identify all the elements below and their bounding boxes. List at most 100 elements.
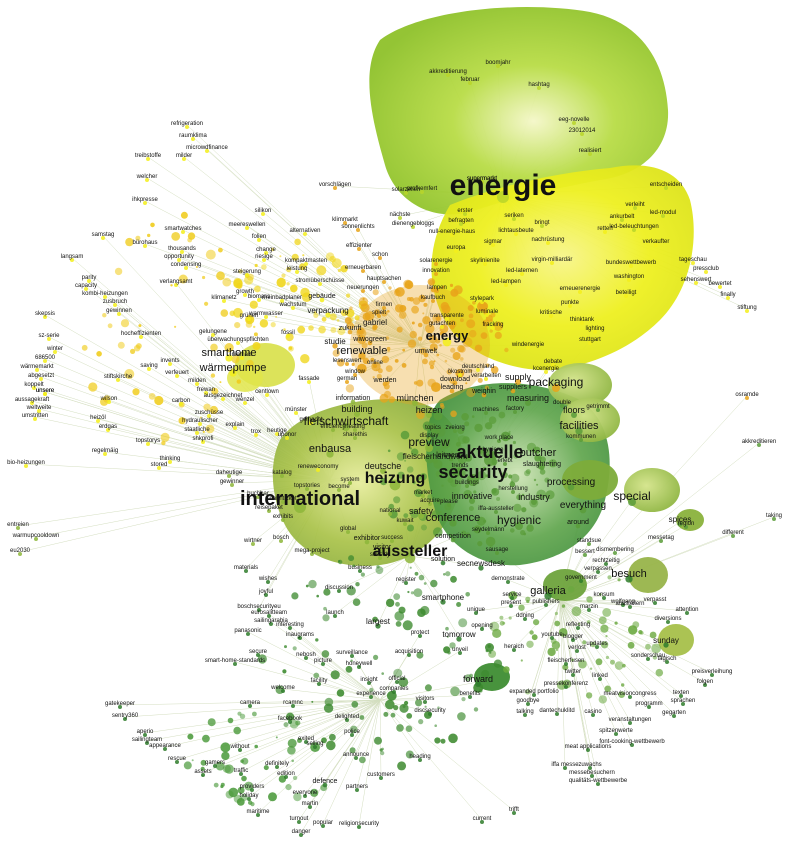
node-dot xyxy=(245,226,249,230)
node-dot xyxy=(382,381,388,387)
background-node-dot xyxy=(466,387,476,398)
edge xyxy=(559,599,684,703)
background-node-dot xyxy=(477,447,485,454)
background-node-dot xyxy=(450,575,457,583)
background-node-dot xyxy=(373,654,379,661)
node-dot xyxy=(458,467,462,471)
background-node-dot xyxy=(399,703,409,713)
background-node-dot xyxy=(598,616,607,625)
background-node-dot xyxy=(210,343,218,352)
background-node-dot xyxy=(340,309,348,317)
background-node-dot xyxy=(352,598,361,606)
background-node-dot xyxy=(536,489,547,500)
node-dot xyxy=(526,702,530,706)
node-dot xyxy=(123,717,127,721)
node-dot xyxy=(515,379,521,385)
node-label: innovative xyxy=(452,491,493,501)
background-node-dot xyxy=(244,275,254,285)
edge xyxy=(559,599,590,609)
node-dot xyxy=(84,287,88,291)
node-label: solarzellen xyxy=(392,187,421,193)
background-node-dot xyxy=(337,268,341,273)
node-label: facilities xyxy=(559,420,599,432)
node-dot xyxy=(512,648,516,652)
background-node-dot xyxy=(313,672,320,679)
edge xyxy=(282,688,381,701)
node-dot xyxy=(291,306,295,310)
background-node-dot xyxy=(561,604,566,608)
background-node-dot xyxy=(476,516,486,526)
node-label: fracking xyxy=(482,322,503,328)
node-label: sailingarabia xyxy=(254,618,288,624)
background-node-dot xyxy=(512,440,517,445)
node-label: sprachen xyxy=(671,698,696,704)
node-label: maritime xyxy=(246,809,270,815)
background-node-dot xyxy=(571,606,582,617)
node-label: success xyxy=(381,535,403,541)
background-node-dot xyxy=(385,365,393,372)
node-dot xyxy=(494,510,498,514)
node-dot xyxy=(544,603,548,607)
node-label: messebesuchern xyxy=(569,770,615,776)
node-label: joyful xyxy=(258,589,273,595)
node-label: getrimmt xyxy=(586,404,610,410)
node-label: aussteller xyxy=(373,543,448,560)
background-node-dot xyxy=(539,469,546,475)
background-node-dot xyxy=(450,347,456,353)
background-node-dot xyxy=(170,284,173,287)
node-label: verpassen xyxy=(584,566,612,572)
node-label: supermarkt xyxy=(467,176,497,182)
edge xyxy=(559,599,579,627)
node-label: entscheiden xyxy=(650,182,682,188)
background-node-dot xyxy=(465,592,471,597)
background-node-dot xyxy=(547,647,556,657)
node-label: topstories xyxy=(294,483,320,489)
node-dot xyxy=(450,233,454,237)
node-label: beteiligt xyxy=(616,290,637,296)
edge xyxy=(419,344,430,414)
background-node-dot xyxy=(585,692,593,699)
node-label: zukunft xyxy=(339,325,362,332)
background-node-dot xyxy=(409,297,414,302)
edge xyxy=(551,599,561,637)
node-label: spielt xyxy=(372,310,386,316)
node-label: klimmarkt xyxy=(332,217,358,223)
background-node-dot xyxy=(200,759,207,766)
background-node-dot xyxy=(354,315,360,321)
node-label: sailingteam xyxy=(132,737,162,743)
background-node-dot xyxy=(627,641,635,649)
edge xyxy=(409,555,444,562)
node-label: werden xyxy=(373,377,397,384)
node-dot xyxy=(476,368,480,372)
edge xyxy=(559,599,656,602)
background-node-dot xyxy=(332,349,340,357)
background-node-dot xyxy=(422,316,431,325)
background-node-dot xyxy=(411,321,415,325)
node-label: hocheffizienten xyxy=(121,331,161,337)
edge xyxy=(379,255,421,346)
node-label: transparente xyxy=(430,313,464,319)
node-dot xyxy=(575,427,583,435)
node-label: seydelmann xyxy=(472,527,504,533)
background-node-dot xyxy=(396,326,403,333)
background-node-dot xyxy=(395,287,405,297)
background-node-dot xyxy=(489,319,493,322)
background-node-dot xyxy=(205,249,216,260)
cluster-processing xyxy=(562,460,618,500)
edge xyxy=(338,555,411,590)
node-label: iffa-aussteller xyxy=(478,506,514,512)
node-label: silikon xyxy=(255,208,272,214)
background-node-dot xyxy=(501,471,508,479)
background-node-dot xyxy=(171,232,181,241)
edge xyxy=(419,344,461,374)
node-label: programm xyxy=(635,701,662,707)
background-node-dot xyxy=(469,673,473,678)
cluster-special xyxy=(624,468,680,512)
node-dot xyxy=(440,599,446,605)
node-dot xyxy=(523,617,527,621)
node-dot xyxy=(567,483,575,491)
node-label: erneuerbaren xyxy=(345,265,381,271)
background-node-dot xyxy=(403,513,409,518)
background-node-dot xyxy=(336,319,340,322)
background-node-dot xyxy=(410,447,413,450)
